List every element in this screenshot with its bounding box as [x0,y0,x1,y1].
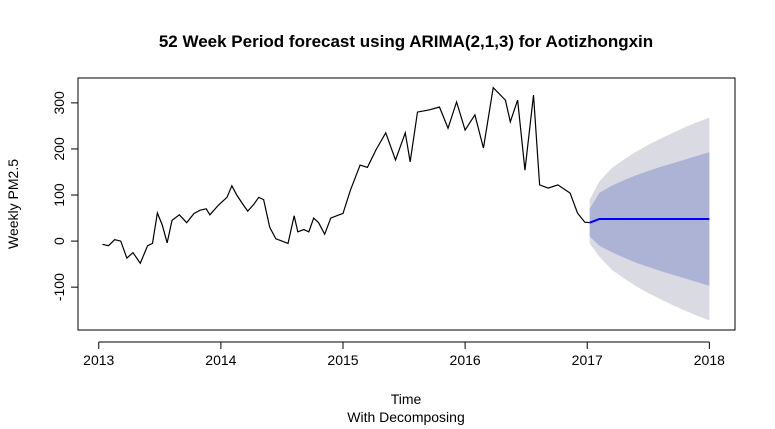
x-tick-label: 2017 [572,352,603,368]
y-axis-label: Weekly PM2.5 [5,159,21,249]
y-tick-label: 100 [51,183,67,207]
x-tick-label: 2016 [450,352,481,368]
x-tick-label: 2018 [694,352,725,368]
x-axis-label: Time [391,391,422,407]
y-tick-label: -100 [51,273,67,301]
subtitle: With Decomposing [347,409,465,425]
x-tick-label: 2013 [83,352,114,368]
y-tick-label: 300 [51,91,67,115]
forecast-line [589,217,710,224]
x-tick-label: 2014 [205,352,236,368]
y-tick-label: 0 [51,237,67,245]
y-tick-label: 200 [51,137,67,161]
history-line [102,86,590,265]
x-tick-label: 2015 [327,352,358,368]
chart-title: 52 Week Period forecast using ARIMA(2,1,… [159,32,653,51]
